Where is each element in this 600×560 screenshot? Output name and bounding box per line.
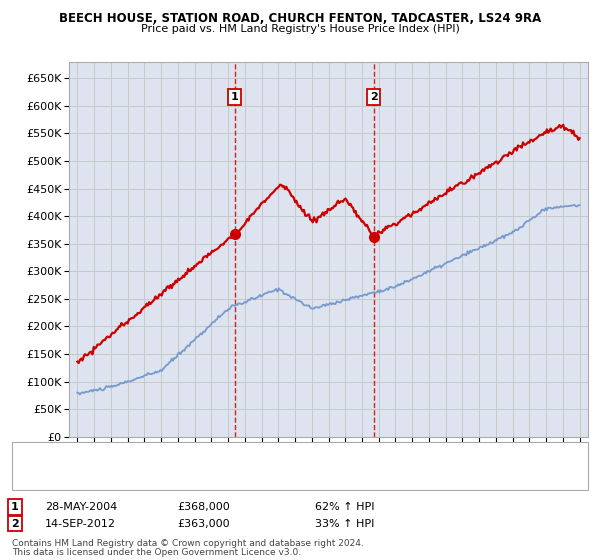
Text: HPI: Average price, detached house, North Yorkshire: HPI: Average price, detached house, Nort… (51, 473, 324, 483)
Text: 2: 2 (11, 519, 19, 529)
Text: BEECH HOUSE, STATION ROAD, CHURCH FENTON, TADCASTER, LS24 9RA (detached hou: BEECH HOUSE, STATION ROAD, CHURCH FENTON… (51, 449, 510, 459)
Text: BEECH HOUSE, STATION ROAD, CHURCH FENTON, TADCASTER, LS24 9RA: BEECH HOUSE, STATION ROAD, CHURCH FENTON… (59, 12, 541, 25)
Text: Contains HM Land Registry data © Crown copyright and database right 2024.: Contains HM Land Registry data © Crown c… (12, 539, 364, 548)
Text: 14-SEP-2012: 14-SEP-2012 (45, 519, 116, 529)
Text: £363,000: £363,000 (177, 519, 230, 529)
Text: 33% ↑ HPI: 33% ↑ HPI (315, 519, 374, 529)
Text: This data is licensed under the Open Government Licence v3.0.: This data is licensed under the Open Gov… (12, 548, 301, 557)
Text: 1: 1 (231, 92, 239, 102)
Text: 28-MAY-2004: 28-MAY-2004 (45, 502, 117, 512)
Text: ——: —— (21, 472, 46, 484)
Text: 2: 2 (370, 92, 377, 102)
Text: ——: —— (21, 448, 46, 461)
Text: 1: 1 (11, 502, 19, 512)
Text: £368,000: £368,000 (177, 502, 230, 512)
Text: Price paid vs. HM Land Registry's House Price Index (HPI): Price paid vs. HM Land Registry's House … (140, 24, 460, 34)
Text: 62% ↑ HPI: 62% ↑ HPI (315, 502, 374, 512)
